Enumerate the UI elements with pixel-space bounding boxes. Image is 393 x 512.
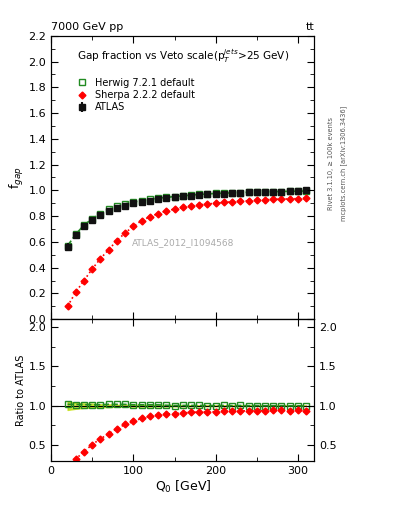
- Herwig 7.2.1 default: [279, 188, 284, 195]
- Herwig 7.2.1 default: [263, 189, 267, 195]
- Text: 7000 GeV pp: 7000 GeV pp: [51, 22, 123, 32]
- Sherpa 2.2.2 default: [287, 196, 292, 202]
- Legend: Herwig 7.2.1 default, Sherpa 2.2.2 default, ATLAS: Herwig 7.2.1 default, Sherpa 2.2.2 defau…: [69, 75, 198, 115]
- Herwig 7.2.1 default: [180, 193, 185, 199]
- Herwig 7.2.1 default: [254, 189, 259, 195]
- Herwig 7.2.1 default: [82, 222, 86, 228]
- Herwig 7.2.1 default: [222, 190, 226, 196]
- Herwig 7.2.1 default: [287, 188, 292, 195]
- Herwig 7.2.1 default: [189, 192, 193, 198]
- Herwig 7.2.1 default: [90, 216, 95, 222]
- Sherpa 2.2.2 default: [65, 303, 70, 309]
- Sherpa 2.2.2 default: [156, 210, 160, 217]
- Herwig 7.2.1 default: [115, 203, 119, 209]
- Text: Gap fraction vs Veto scale(p$_T^{jets}$>25 GeV): Gap fraction vs Veto scale(p$_T^{jets}$>…: [77, 47, 289, 65]
- Sherpa 2.2.2 default: [296, 196, 300, 202]
- Sherpa 2.2.2 default: [304, 195, 309, 201]
- Herwig 7.2.1 default: [156, 195, 160, 201]
- Herwig 7.2.1 default: [123, 201, 127, 207]
- Sherpa 2.2.2 default: [205, 201, 210, 207]
- Line: Sherpa 2.2.2 default: Sherpa 2.2.2 default: [65, 196, 309, 309]
- Sherpa 2.2.2 default: [172, 206, 177, 212]
- Herwig 7.2.1 default: [246, 189, 251, 196]
- Sherpa 2.2.2 default: [222, 199, 226, 205]
- Text: mcplots.cern.ch [arXiv:1306.3436]: mcplots.cern.ch [arXiv:1306.3436]: [340, 106, 347, 222]
- Herwig 7.2.1 default: [164, 195, 169, 201]
- Sherpa 2.2.2 default: [90, 266, 95, 272]
- Sherpa 2.2.2 default: [82, 278, 86, 284]
- Herwig 7.2.1 default: [205, 191, 210, 197]
- Text: ATLAS_2012_I1094568: ATLAS_2012_I1094568: [132, 238, 234, 247]
- Text: Rivet 3.1.10, ≥ 100k events: Rivet 3.1.10, ≥ 100k events: [328, 117, 334, 210]
- Sherpa 2.2.2 default: [115, 238, 119, 244]
- Sherpa 2.2.2 default: [254, 197, 259, 203]
- Sherpa 2.2.2 default: [123, 230, 127, 236]
- Sherpa 2.2.2 default: [271, 196, 275, 202]
- Sherpa 2.2.2 default: [213, 200, 218, 206]
- Herwig 7.2.1 default: [98, 210, 103, 217]
- Herwig 7.2.1 default: [107, 206, 111, 212]
- Sherpa 2.2.2 default: [164, 208, 169, 214]
- Sherpa 2.2.2 default: [139, 218, 144, 224]
- Herwig 7.2.1 default: [147, 196, 152, 202]
- Herwig 7.2.1 default: [304, 188, 309, 194]
- Herwig 7.2.1 default: [296, 188, 300, 194]
- X-axis label: Q$_0$ [GeV]: Q$_0$ [GeV]: [154, 478, 211, 495]
- Herwig 7.2.1 default: [197, 191, 202, 198]
- Herwig 7.2.1 default: [230, 190, 235, 196]
- Sherpa 2.2.2 default: [189, 203, 193, 209]
- Text: tt: tt: [306, 22, 314, 32]
- Sherpa 2.2.2 default: [180, 204, 185, 210]
- Sherpa 2.2.2 default: [246, 198, 251, 204]
- Sherpa 2.2.2 default: [197, 202, 202, 208]
- Herwig 7.2.1 default: [73, 231, 78, 237]
- Y-axis label: Ratio to ATLAS: Ratio to ATLAS: [16, 354, 26, 425]
- Sherpa 2.2.2 default: [73, 289, 78, 295]
- Sherpa 2.2.2 default: [107, 247, 111, 253]
- Sherpa 2.2.2 default: [230, 199, 235, 205]
- Sherpa 2.2.2 default: [147, 214, 152, 220]
- Herwig 7.2.1 default: [65, 243, 70, 249]
- Y-axis label: f$_{gap}$: f$_{gap}$: [7, 166, 26, 189]
- Sherpa 2.2.2 default: [279, 196, 284, 202]
- Sherpa 2.2.2 default: [263, 197, 267, 203]
- Herwig 7.2.1 default: [131, 199, 136, 205]
- Herwig 7.2.1 default: [213, 190, 218, 197]
- Herwig 7.2.1 default: [172, 194, 177, 200]
- Sherpa 2.2.2 default: [131, 223, 136, 229]
- Herwig 7.2.1 default: [139, 198, 144, 204]
- Herwig 7.2.1 default: [271, 188, 275, 195]
- Line: Herwig 7.2.1 default: Herwig 7.2.1 default: [64, 188, 309, 249]
- Sherpa 2.2.2 default: [238, 198, 243, 204]
- Sherpa 2.2.2 default: [98, 255, 103, 262]
- Herwig 7.2.1 default: [238, 189, 243, 196]
